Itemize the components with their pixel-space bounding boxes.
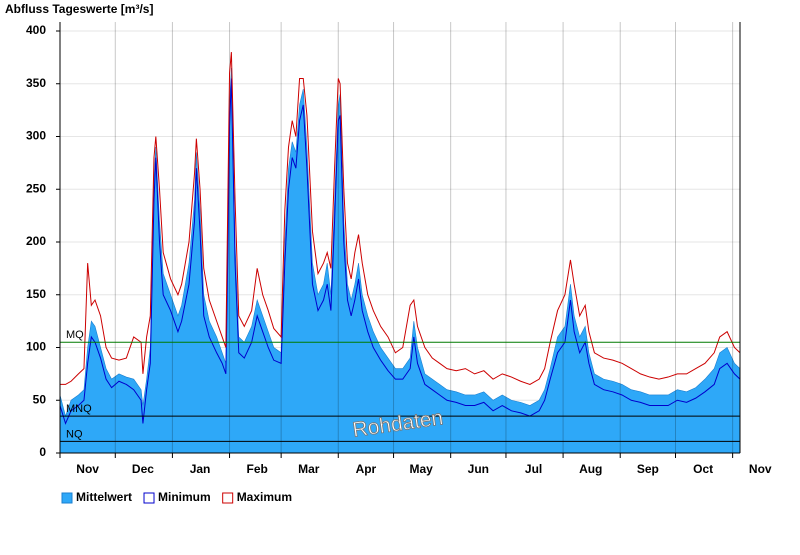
x-tick-label: Jun — [468, 462, 489, 476]
legend-label: Minimum — [158, 490, 211, 504]
line — [60, 52, 741, 385]
x-tick-label: Feb — [247, 462, 268, 476]
y-tick-label: 250 — [26, 181, 46, 195]
line — [59, 78, 741, 425]
x-tick-label: Aug — [579, 462, 602, 476]
x-tick-label: Dec — [132, 462, 154, 476]
y-tick-label: 400 — [26, 23, 46, 37]
x-tick-label: Sep — [637, 462, 659, 476]
y-tick-label: 150 — [26, 287, 46, 301]
y-tick-label: 100 — [26, 340, 46, 354]
x-tick-label: Jul — [525, 462, 542, 476]
y-tick-label: 200 — [26, 234, 46, 248]
reference-label: MQ — [66, 329, 84, 341]
reference-label: NQ — [66, 428, 83, 440]
reference-label: MNQ — [66, 403, 92, 415]
legend-label: Maximum — [237, 490, 292, 504]
x-tick-label: Oct — [693, 462, 713, 476]
x-tick-label: Mar — [298, 462, 320, 476]
area — [59, 67, 741, 454]
chart-title: Abfluss Tageswerte [m³/s] — [5, 2, 153, 16]
x-tick-label: Jan — [190, 462, 211, 476]
y-tick-label: 300 — [26, 129, 46, 143]
y-tick-label: 0 — [39, 445, 46, 459]
x-tick-label: Nov — [76, 462, 99, 476]
legend-swatch — [222, 492, 234, 504]
legend-label: Mittelwert — [76, 490, 132, 504]
legend-swatch — [61, 492, 73, 504]
x-tick-label: Apr — [356, 462, 377, 476]
y-tick-label: 350 — [26, 76, 46, 90]
x-tick-label: Nov — [749, 462, 772, 476]
x-tick-label: May — [410, 462, 434, 476]
y-tick-label: 50 — [33, 392, 47, 406]
legend-swatch — [143, 492, 155, 504]
